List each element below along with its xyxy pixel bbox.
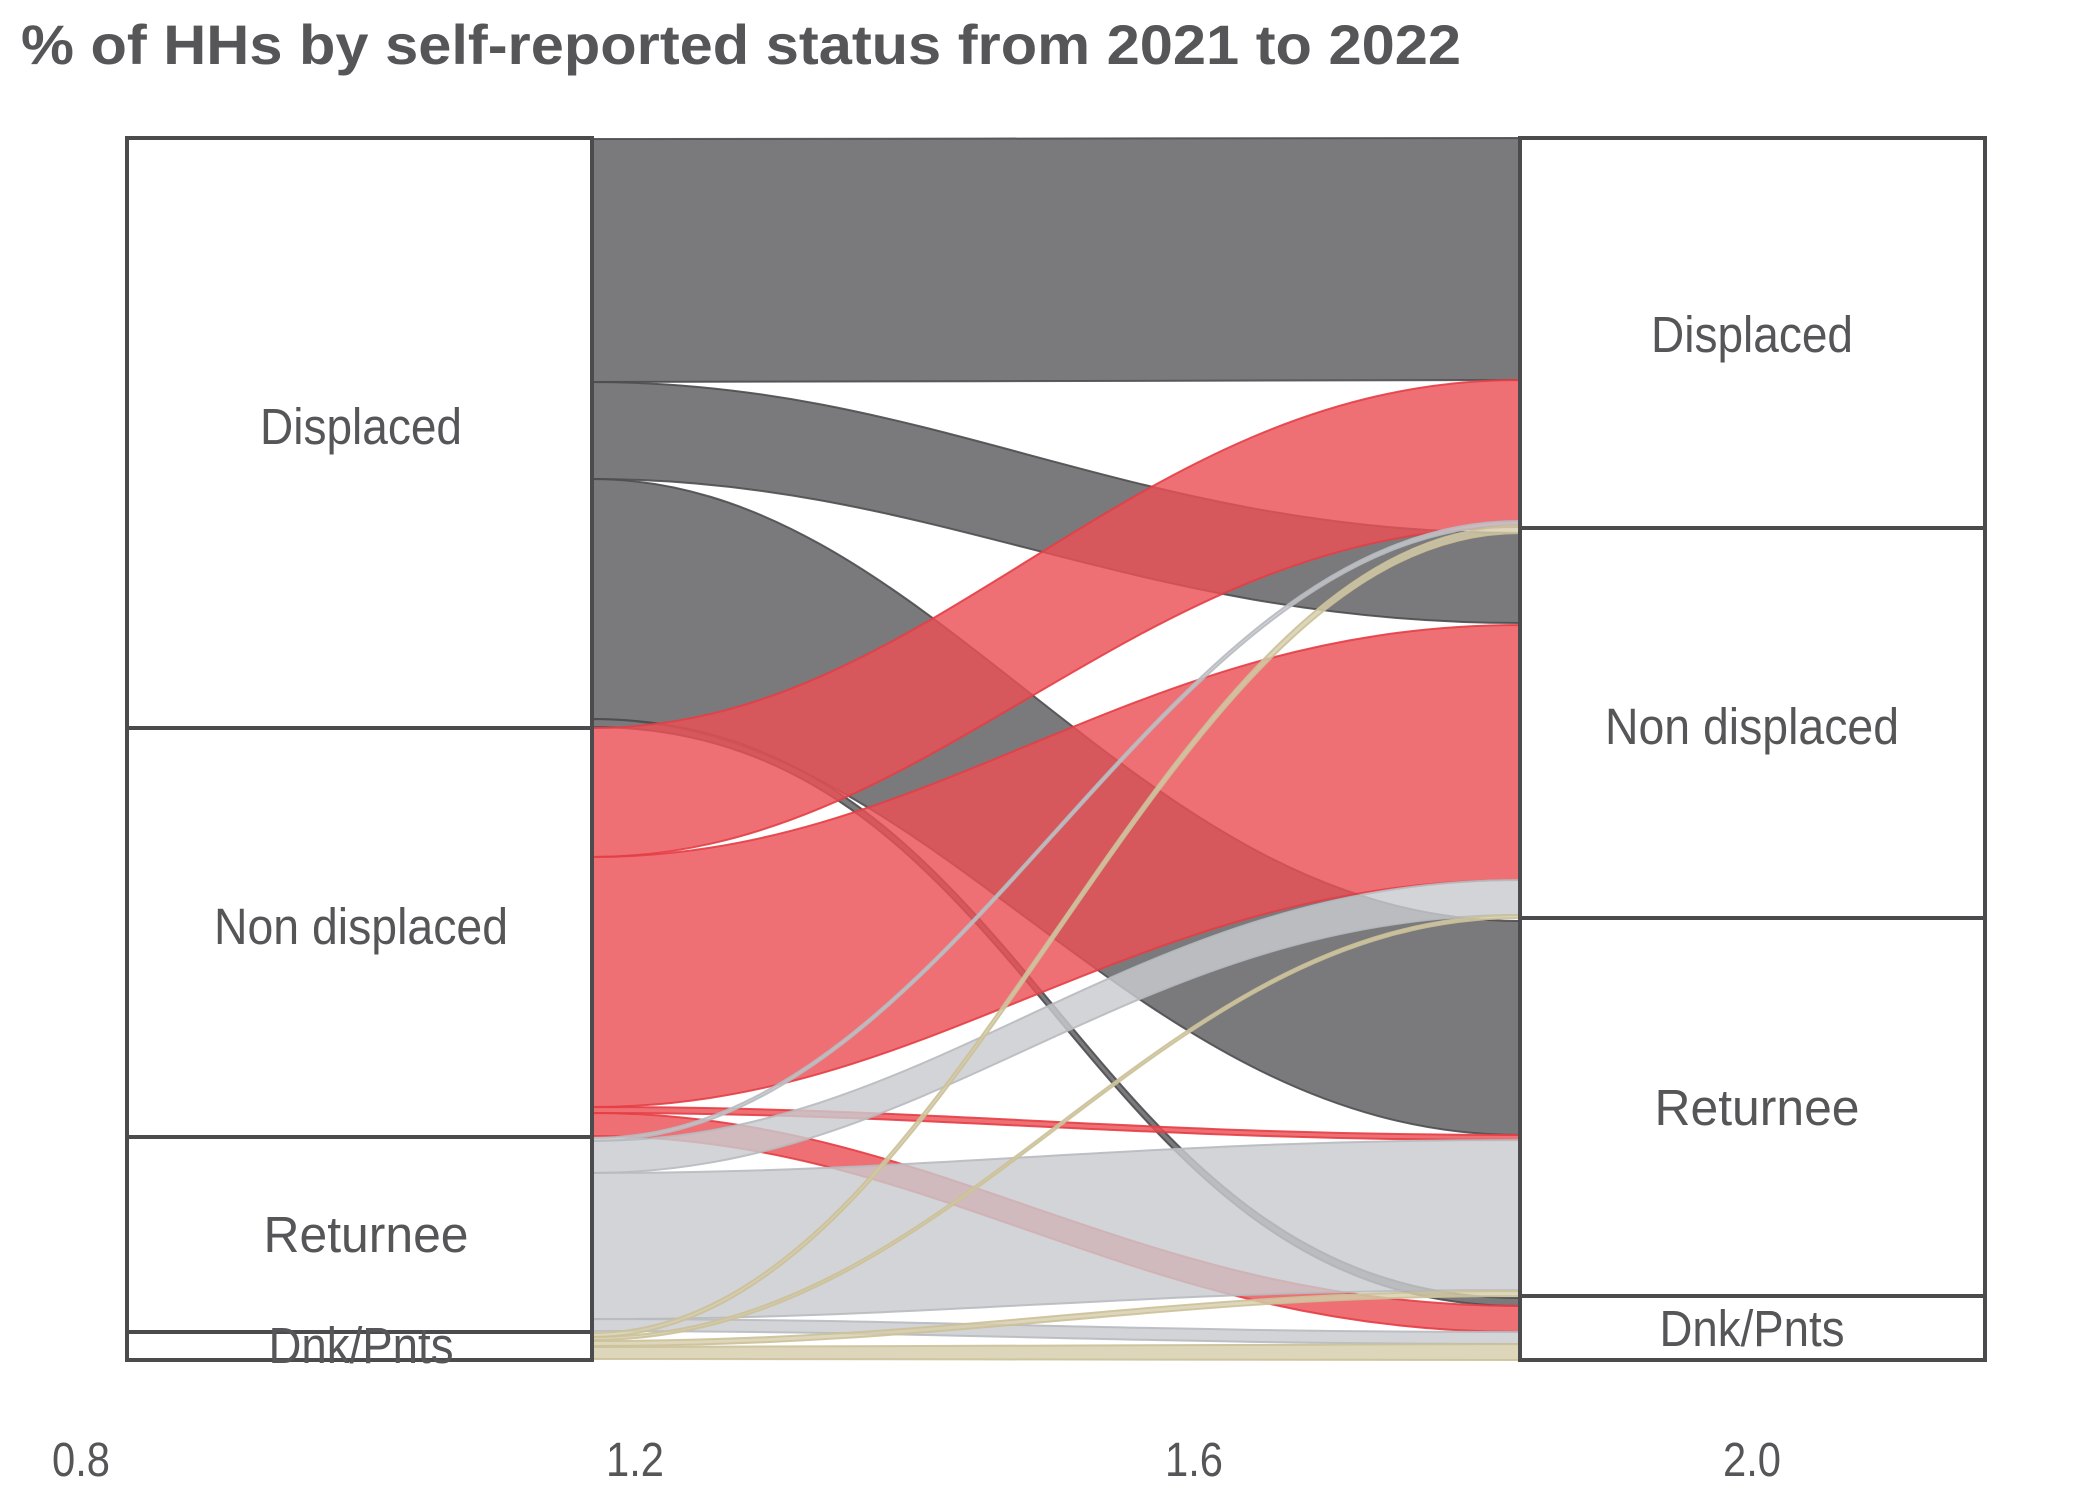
svg-text:Dnk/Pnts: Dnk/Pnts <box>1660 1300 1845 1357</box>
svg-text:2.0: 2.0 <box>1723 1434 1781 1487</box>
svg-text:Returnee: Returnee <box>1655 1079 1860 1136</box>
svg-text:Displaced: Displaced <box>260 398 462 455</box>
svg-text:1.6: 1.6 <box>1165 1434 1223 1487</box>
svg-text:Dnk/Pnts: Dnk/Pnts <box>269 1317 454 1374</box>
svg-text:Non displaced: Non displaced <box>1605 698 1899 755</box>
svg-text:Non displaced: Non displaced <box>214 898 508 955</box>
svg-text:% of HHs by self-reported stat: % of HHs by self-reported status from 20… <box>21 13 1461 76</box>
svg-text:1.2: 1.2 <box>606 1434 664 1487</box>
svg-text:Returnee: Returnee <box>264 1206 469 1263</box>
svg-text:Displaced: Displaced <box>1651 306 1853 363</box>
svg-text:0.8: 0.8 <box>52 1434 110 1487</box>
